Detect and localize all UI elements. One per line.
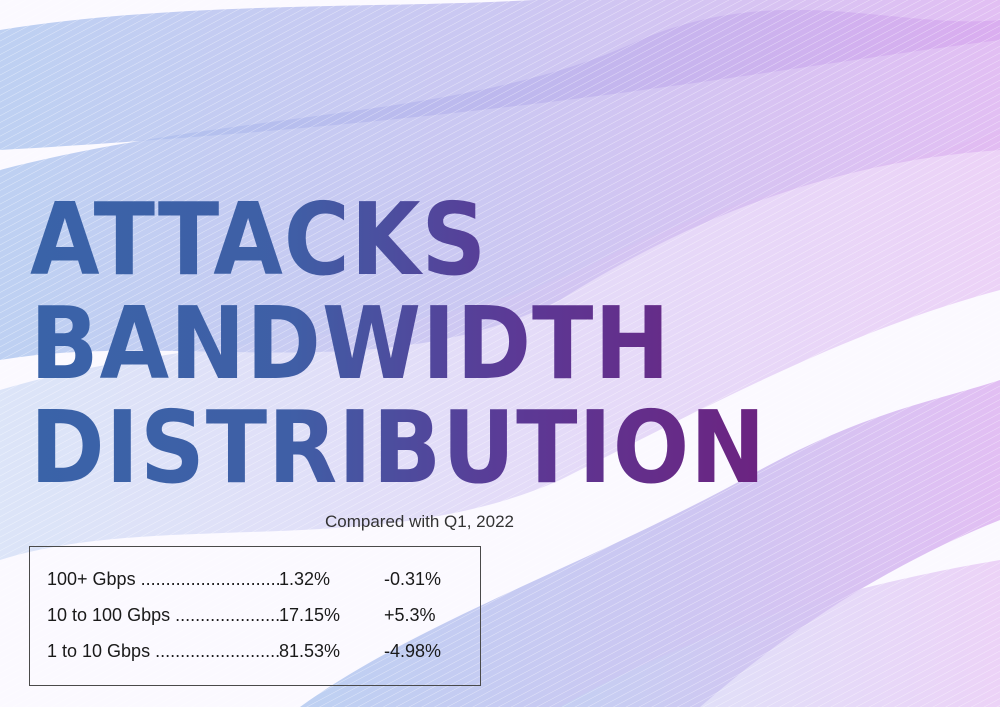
title-line-1: ATTACKS	[30, 181, 488, 298]
chart-title: ATTACKS BANDWIDTH DISTRIBUTION	[30, 188, 766, 500]
row-change: -0.31%	[384, 569, 442, 589]
row-share: 17.15%	[279, 605, 341, 625]
row-label: 10 to 100 Gbps	[47, 605, 279, 626]
row-share: 1.32%	[279, 569, 331, 589]
bandwidth-table: 100+ Gbps 1.32% -0.31% 10 to 100 Gbps 17…	[29, 546, 481, 686]
title-line-2: BANDWIDTH	[30, 285, 671, 402]
table-row: 100+ Gbps 1.32% -0.31%	[47, 569, 467, 595]
title-line-3: DISTRIBUTION	[30, 389, 767, 506]
row-label: 100+ Gbps	[47, 569, 279, 590]
row-label: 1 to 10 Gbps	[47, 641, 279, 662]
table-row: 1 to 10 Gbps 81.53% -4.98%	[47, 641, 467, 667]
row-change: +5.3%	[384, 605, 436, 625]
table-row: 10 to 100 Gbps 17.15% +5.3%	[47, 605, 467, 631]
chart-subtitle: Compared with Q1, 2022	[325, 512, 514, 531]
row-share: 81.53%	[279, 641, 341, 661]
row-change: -4.98%	[384, 641, 442, 661]
